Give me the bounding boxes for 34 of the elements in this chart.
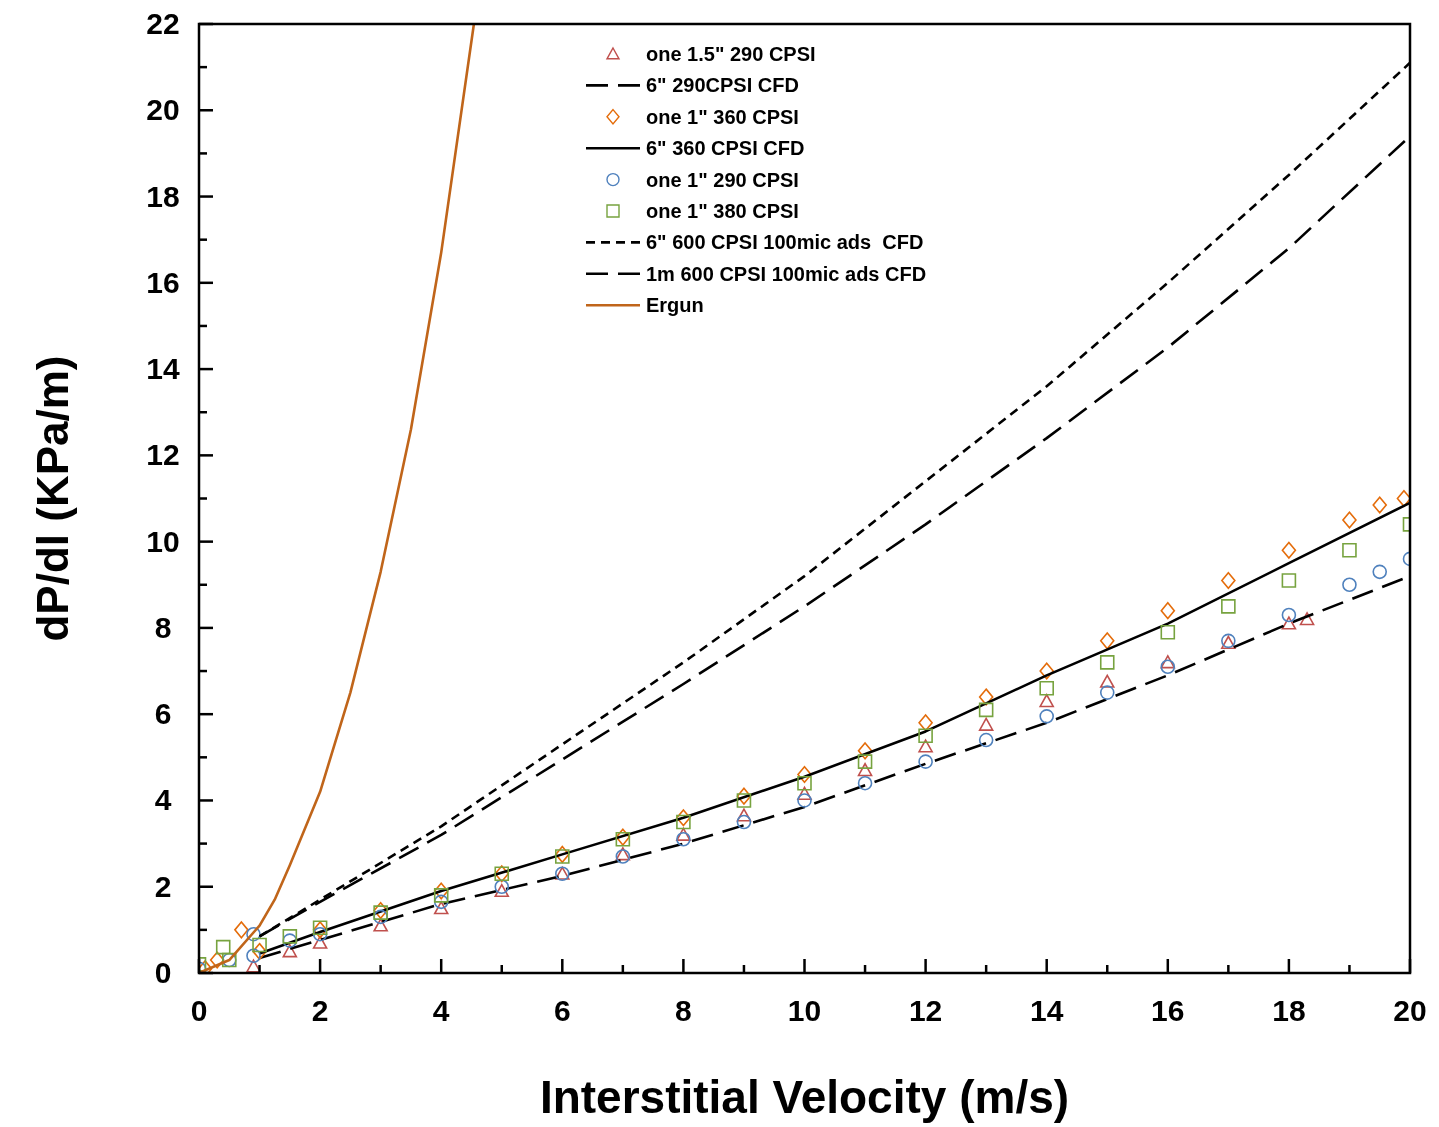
legend-label: one 1" 380 CPSI [646, 200, 799, 222]
legend-label: one 1.5" 290 CPSI [646, 43, 816, 65]
y-tick-label: 20 [146, 93, 180, 127]
legend-label: 6" 600 CPSI 100mic ads CFD [646, 231, 924, 254]
x-tick-label: 12 [908, 994, 943, 1027]
y-tick-label: 10 [146, 524, 180, 558]
legend-label: 6" 290CPSI CFD [646, 74, 799, 97]
x-tick-label: 16 [1151, 994, 1185, 1027]
legend-label: one 1" 360 CPSI [646, 105, 799, 128]
x-tick-label: 2 [311, 994, 329, 1027]
x-tick-label: 18 [1272, 994, 1306, 1027]
y-tick-label: 8 [154, 610, 172, 644]
y-tick-label: 12 [146, 438, 180, 472]
legend-label: one 1" 290 CPSI [646, 168, 799, 191]
x-tick-label: 8 [675, 994, 692, 1027]
x-tick-label: 0 [190, 994, 208, 1027]
x-tick-label: 10 [787, 994, 822, 1027]
x-tick-label: 20 [1393, 994, 1427, 1027]
legend-label: 1m 600 CPSI 100mic ads CFD [646, 262, 927, 285]
x-tick-label: 6 [553, 994, 571, 1027]
legend-label: 6" 360 CPSI CFD [646, 137, 805, 160]
y-tick-label: 16 [146, 265, 180, 299]
legend-label: Ergun [646, 294, 704, 317]
y-tick-label: 18 [146, 179, 180, 213]
x-tick-label: 4 [432, 994, 450, 1027]
y-tick-label: 22 [146, 7, 180, 40]
x-axis-title: Interstitial Velocity (m/s) [539, 1071, 1070, 1123]
y-tick-label: 6 [154, 697, 172, 731]
y-tick-label: 14 [146, 352, 180, 386]
y-axis-title: dP/dl (KPa/m) [28, 355, 77, 642]
y-tick-label: 4 [154, 783, 172, 817]
y-tick-label: 2 [154, 869, 172, 903]
x-tick-label: 14 [1030, 994, 1064, 1027]
y-tick-label: 0 [154, 956, 172, 989]
